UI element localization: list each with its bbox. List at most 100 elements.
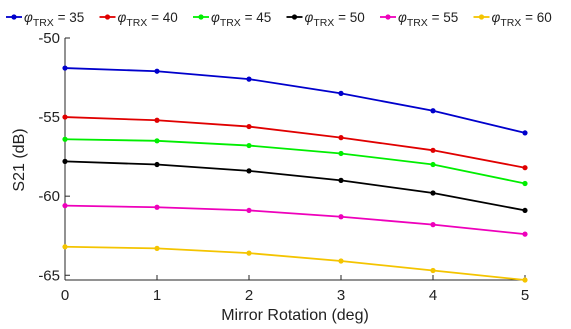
x-axis-label: Mirror Rotation (deg) [221,307,369,324]
legend-phi: φ [211,10,220,25]
legend-label: φTRX = 50 [305,10,365,29]
data-point [62,114,68,120]
data-point [522,231,528,237]
x-tick-label: 1 [153,287,161,304]
series-line [64,204,526,236]
data-point [338,135,344,141]
data-point [154,68,160,74]
legend-phi: φ [24,10,33,25]
x-tick-label: 5 [521,287,529,304]
axes: 0 1 2 3 4 5 -65 -60 -55 -50 [38,30,529,304]
legend-label: φTRX = 45 [211,10,271,29]
data-point [338,150,344,157]
data-point [522,165,528,171]
data-point [430,222,436,228]
series-3 [62,158,528,214]
legend-value: = 40 [147,10,177,25]
data-point [62,136,68,142]
data-point [246,123,252,130]
legend-value: = 35 [54,10,84,25]
y-tick-label: -60 [38,188,60,205]
data-point [62,244,68,250]
data-point [246,207,252,214]
legend-label: φTRX = 35 [24,10,84,29]
data-point [338,258,344,264]
series-line [64,245,526,281]
data-point [246,76,252,82]
legend-label: φTRX = 40 [118,10,178,29]
legend-item: φTRX = 40 [99,10,178,29]
data-point [62,65,68,71]
data-point [62,158,68,164]
data-point [430,267,436,274]
legend-value: = 45 [241,10,271,25]
legend-phi: φ [398,10,407,25]
series-2 [62,136,528,187]
legend-subscript: TRX [126,17,147,29]
series-line [64,160,526,212]
y-tick-label: -50 [38,30,60,47]
data-point [246,168,252,174]
legend-phi: φ [305,10,314,25]
data-point [62,203,68,209]
legend-swatch-marker [291,14,298,20]
legend-item: φTRX = 60 [473,10,552,29]
data-point [246,250,252,256]
data-point [338,90,344,96]
data-point [246,142,252,149]
data-point [430,147,436,153]
legend-subscript: TRX [313,17,334,29]
series-0 [62,65,528,136]
series-4 [62,203,528,237]
data-point [522,130,528,136]
series-line [64,67,526,134]
data-point [338,214,344,220]
data-point [154,117,160,123]
data-point [154,245,160,251]
legend-subscript: TRX [500,17,521,29]
legend-item: φTRX = 45 [193,10,271,29]
data-point [522,180,528,187]
legend-label: φTRX = 60 [492,10,552,29]
series-line [64,138,526,185]
series-line [64,116,526,169]
legend-item: φTRX = 55 [380,10,458,29]
data-point [522,207,528,214]
legend-phi: φ [118,10,127,25]
x-tick-label: 3 [337,287,345,304]
legend-item: φTRX = 50 [286,10,365,29]
data-point [338,177,344,183]
legend-phi: φ [492,10,501,25]
legend-swatch-marker [198,14,204,20]
data-point [154,138,160,144]
x-tick-label: 0 [61,287,69,304]
legend-value: = 60 [521,10,551,25]
data-point [430,161,436,168]
legend-value: = 50 [334,10,364,25]
series-layer [62,65,528,283]
y-tick-label: -55 [38,109,60,126]
legend-swatch-marker [104,14,111,20]
legend-subscript: TRX [220,17,241,29]
data-point [154,161,160,168]
legend: φTRX = 35 φTRX = 40 φTRX = 45 φTRX = 50 φTRX… [6,10,552,29]
legend-swatch-marker [385,14,391,20]
series-1 [62,114,528,171]
data-point [430,190,436,196]
x-tick-label: 4 [429,287,437,304]
legend-swatch-marker [11,14,17,20]
y-axis-label: S21 (dB) [11,128,28,191]
legend-subscript: TRX [407,17,428,29]
legend-swatch-marker [478,14,485,20]
legend-label: φTRX = 55 [398,10,458,29]
legend-item: φTRX = 35 [6,10,84,29]
data-point [430,108,436,114]
series-5 [62,244,528,283]
x-tick-label: 2 [245,287,253,304]
y-tick-label: -65 [38,267,60,284]
legend-subscript: TRX [33,17,54,29]
data-point [154,204,160,210]
legend-value: = 55 [428,10,458,25]
